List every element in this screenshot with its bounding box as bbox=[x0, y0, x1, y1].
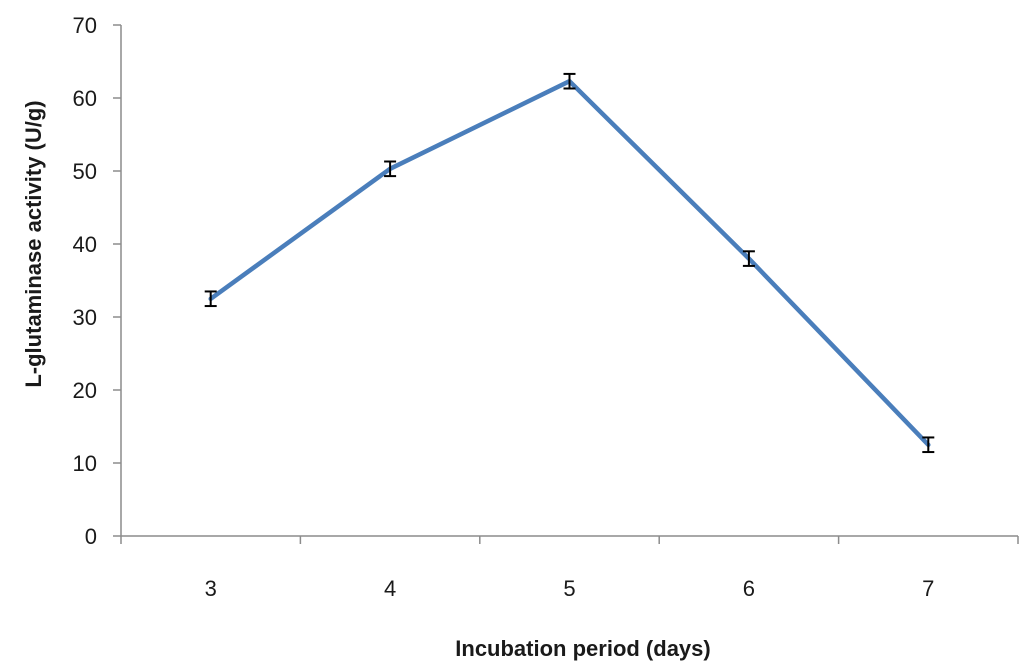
y-tick-label: 40 bbox=[73, 232, 97, 257]
x-tick-label: 5 bbox=[563, 576, 575, 601]
y-tick-label: 50 bbox=[73, 159, 97, 184]
error-bar bbox=[922, 436, 935, 454]
series-plot bbox=[204, 72, 935, 454]
y-tick-label: 60 bbox=[73, 86, 97, 111]
y-tick-label: 70 bbox=[73, 13, 97, 38]
error-bar bbox=[742, 250, 755, 267]
x-tick-label: 3 bbox=[205, 576, 217, 601]
y-axis-title: L-glutaminase activity (U/g) bbox=[21, 100, 46, 387]
x-tick-label: 6 bbox=[743, 576, 755, 601]
x-axis: 3 4 5 6 7 bbox=[120, 535, 1019, 601]
y-tick-label: 30 bbox=[73, 305, 97, 330]
x-tick-label: 4 bbox=[384, 576, 396, 601]
y-axis: 0 10 20 30 40 50 60 70 bbox=[73, 13, 122, 549]
error-bar bbox=[384, 160, 397, 178]
y-tick-label: 0 bbox=[85, 524, 97, 549]
error-bar bbox=[204, 290, 217, 308]
y-tick-label: 10 bbox=[73, 451, 97, 476]
x-axis-title: Incubation period (days) bbox=[455, 636, 710, 661]
error-bar bbox=[563, 72, 576, 90]
y-tick-label: 20 bbox=[73, 378, 97, 403]
x-tick-label: 7 bbox=[922, 576, 934, 601]
series-line bbox=[208, 78, 931, 448]
